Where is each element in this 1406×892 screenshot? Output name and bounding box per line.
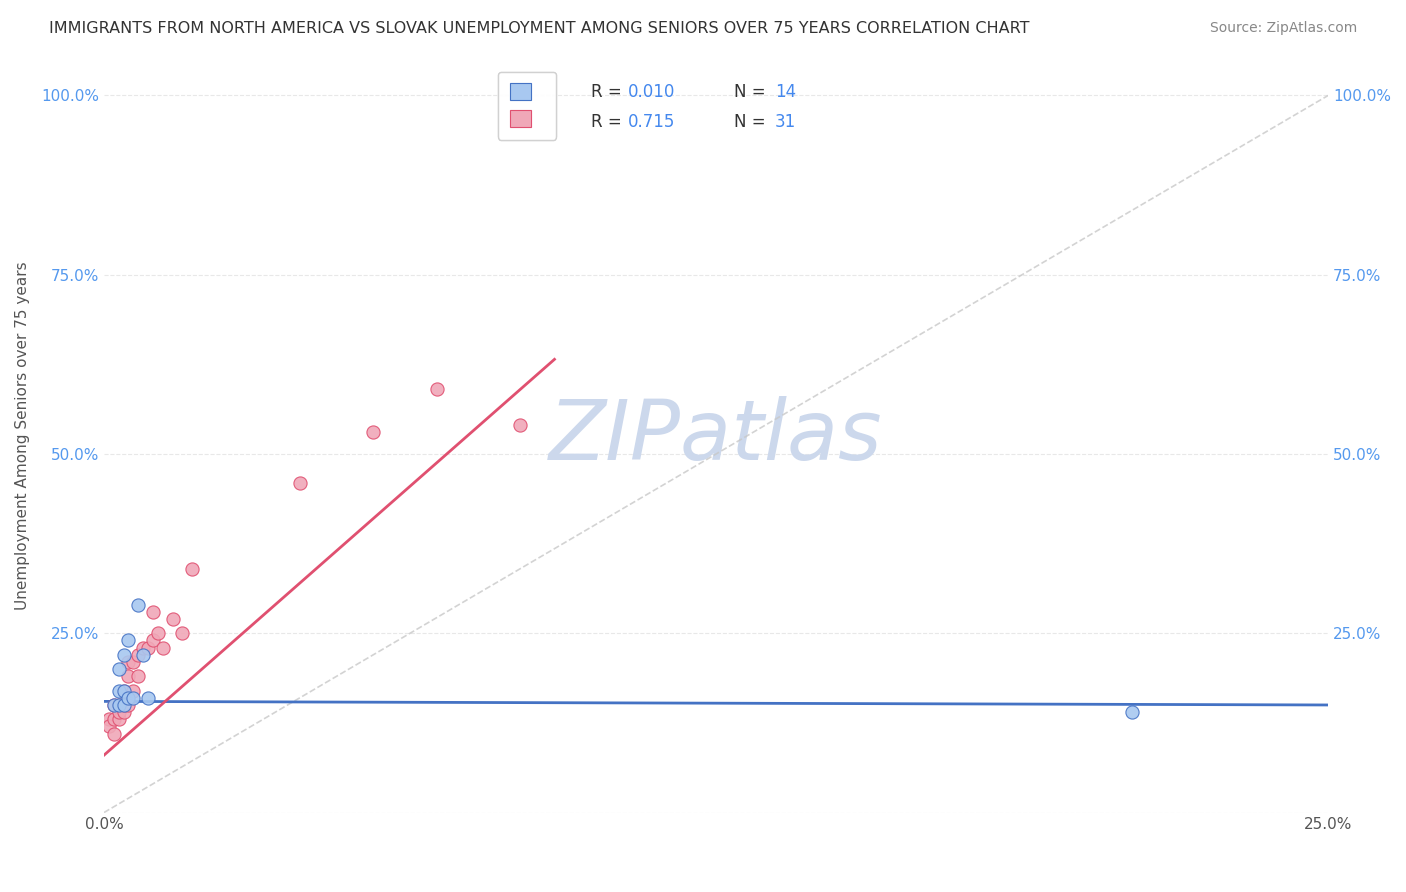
Point: [172, 626, 194, 640]
Point: [112, 648, 135, 662]
Point: [117, 690, 139, 705]
Point: [112, 698, 135, 712]
Legend: , : ,: [498, 71, 557, 140]
Point: [103, 712, 125, 726]
Point: [103, 698, 125, 712]
Point: [426, 383, 449, 397]
Point: [112, 698, 135, 712]
Point: [127, 648, 149, 662]
Point: [103, 726, 125, 740]
Point: [122, 690, 145, 705]
Point: [112, 705, 135, 719]
Text: R =: R =: [591, 83, 627, 102]
Point: [97, 719, 120, 733]
Text: 31: 31: [775, 113, 796, 131]
Point: [107, 698, 129, 712]
Point: [107, 712, 129, 726]
Point: [509, 418, 531, 433]
Point: [107, 662, 129, 676]
Point: [117, 655, 139, 669]
Text: 14: 14: [775, 83, 796, 102]
Point: [152, 640, 174, 655]
Point: [107, 683, 129, 698]
Point: [112, 683, 135, 698]
Point: [117, 669, 139, 683]
Point: [142, 605, 165, 619]
Text: 0.715: 0.715: [628, 113, 675, 131]
Point: [146, 626, 169, 640]
Y-axis label: Unemployment Among Seniors over 75 years: Unemployment Among Seniors over 75 years: [15, 261, 30, 610]
Text: N =: N =: [734, 113, 772, 131]
Point: [132, 640, 155, 655]
Point: [361, 425, 384, 440]
Point: [132, 648, 155, 662]
Point: [136, 640, 159, 655]
Point: [127, 598, 149, 612]
Point: [122, 655, 145, 669]
Point: [97, 712, 120, 726]
Point: [107, 705, 129, 719]
Point: [107, 698, 129, 712]
Point: [117, 698, 139, 712]
Text: R =: R =: [591, 113, 627, 131]
Text: 0.010: 0.010: [628, 83, 675, 102]
Point: [181, 562, 204, 576]
Point: [103, 698, 125, 712]
Text: Source: ZipAtlas.com: Source: ZipAtlas.com: [1209, 21, 1357, 35]
Point: [162, 612, 184, 626]
Point: [142, 633, 165, 648]
Point: [112, 683, 135, 698]
Point: [288, 475, 311, 490]
Text: ZIPatlas: ZIPatlas: [550, 395, 883, 476]
Point: [117, 633, 139, 648]
Point: [122, 683, 145, 698]
Point: [1121, 705, 1143, 719]
Point: [136, 690, 159, 705]
Text: IMMIGRANTS FROM NORTH AMERICA VS SLOVAK UNEMPLOYMENT AMONG SENIORS OVER 75 YEARS: IMMIGRANTS FROM NORTH AMERICA VS SLOVAK …: [49, 21, 1029, 36]
Point: [127, 669, 149, 683]
Text: N =: N =: [734, 83, 772, 102]
